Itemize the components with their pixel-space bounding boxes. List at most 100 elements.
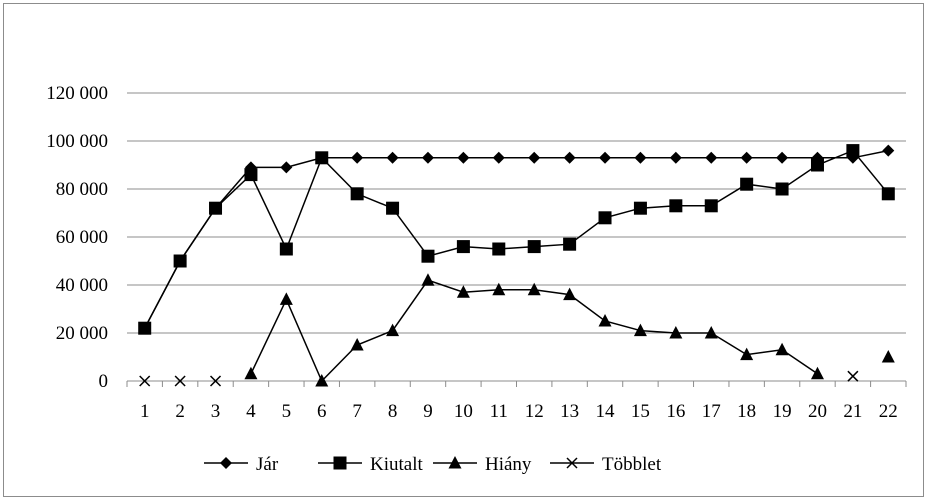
data-point-kiutalt — [669, 199, 683, 213]
y-tick-label: 0 — [99, 371, 109, 392]
data-point-jar — [492, 151, 505, 164]
data-point-kiutalt — [456, 240, 470, 254]
data-point-hiany — [279, 292, 293, 305]
data-point-kiutalt — [315, 151, 329, 165]
legend-marker-hiany — [448, 456, 462, 469]
x-axis-tick-labels: 1 2 3 4 5 6 7 8 9 10 11 12 13 14 15 16 17 18 19 20 21 22 — [140, 401, 898, 422]
y-tick-label: 100 000 — [46, 131, 108, 152]
data-point-hiany — [704, 326, 718, 339]
x-tick-label: 16 — [666, 401, 685, 422]
data-point-hiany — [669, 326, 683, 339]
data-point-hiany — [315, 374, 329, 387]
data-point-jar — [528, 151, 541, 164]
y-tick-label: 60 000 — [56, 227, 108, 248]
data-point-hiany — [563, 287, 577, 301]
data-point-jar — [457, 151, 470, 164]
data-point-jar — [421, 151, 434, 164]
x-tick-label: 12 — [525, 401, 544, 422]
x-tick-label: 9 — [423, 401, 433, 422]
data-point-kiutalt — [386, 201, 400, 215]
data-point-kiutalt — [598, 211, 612, 225]
x-tick-label: 7 — [352, 401, 362, 422]
data-point-jar — [669, 151, 682, 164]
data-point-kiutalt — [633, 201, 647, 215]
legend-label-jar: Jár — [256, 454, 279, 475]
data-point-hiany — [527, 282, 541, 296]
series-markers — [138, 144, 895, 387]
data-point-hiany — [881, 350, 895, 363]
legend: Jár Kiutalt Hiány Többlet — [204, 454, 662, 475]
data-point-jar — [599, 151, 612, 164]
legend-marker-kiutalt — [333, 456, 347, 470]
data-point-kiutalt — [173, 254, 187, 268]
x-tick-label: 14 — [596, 401, 616, 422]
data-point-tobblet — [174, 375, 186, 387]
data-point-kiutalt — [209, 201, 223, 215]
data-point-jar — [280, 161, 293, 174]
data-point-hiany — [775, 342, 789, 356]
y-axis-tick-labels: 0 20 000 40 000 60 000 80 000 100 000 120 000 — [46, 83, 108, 392]
series-lines — [144, 149, 889, 381]
x-tick-label: 11 — [490, 401, 508, 422]
data-point-hiany — [350, 338, 364, 351]
y-tick-label: 40 000 — [56, 275, 108, 296]
grid-lines — [127, 92, 906, 334]
data-point-jar — [740, 151, 753, 164]
data-point-kiutalt — [138, 321, 152, 335]
data-point-jar — [882, 144, 895, 157]
data-point-kiutalt — [846, 144, 860, 158]
x-tick-label: 6 — [317, 401, 327, 422]
data-point-kiutalt — [279, 242, 293, 256]
x-tick-label: 8 — [388, 401, 398, 422]
series-line-jar — [144, 149, 889, 329]
data-point-kiutalt — [492, 242, 506, 256]
y-tick-label: 20 000 — [56, 323, 108, 344]
legend-marker-tobblet — [566, 457, 578, 469]
y-tick-label: 80 000 — [56, 179, 108, 200]
x-tick-label: 17 — [702, 401, 721, 422]
x-tick-label: 1 — [140, 401, 150, 422]
x-tick-label: 13 — [560, 401, 579, 422]
legend-marker-jar — [220, 457, 232, 469]
data-point-hiany — [633, 323, 647, 337]
data-point-jar — [776, 151, 789, 164]
data-point-jar — [563, 151, 576, 164]
data-point-hiany — [598, 314, 612, 327]
data-point-hiany — [810, 366, 824, 380]
data-point-kiutalt — [563, 237, 577, 251]
legend-label-tobblet: Többlet — [602, 454, 662, 475]
data-point-kiutalt — [244, 168, 258, 182]
x-tick-label: 3 — [211, 401, 221, 422]
x-tick-label: 5 — [282, 401, 292, 422]
data-point-hiany — [421, 273, 435, 286]
data-point-jar — [386, 151, 399, 164]
data-point-kiutalt — [810, 158, 824, 172]
data-point-jar — [634, 151, 647, 164]
data-point-hiany — [740, 347, 754, 361]
data-point-tobblet — [209, 375, 222, 387]
data-point-kiutalt — [704, 199, 718, 213]
series-line-kiutalt — [144, 149, 889, 329]
x-axis — [126, 380, 907, 387]
data-point-kiutalt — [350, 187, 364, 201]
x-tick-label: 2 — [175, 401, 185, 422]
x-tick-label: 4 — [246, 401, 256, 422]
data-point-kiutalt — [881, 187, 895, 201]
data-point-hiany — [386, 323, 400, 337]
x-tick-label: 15 — [631, 401, 650, 422]
data-point-kiutalt — [775, 182, 789, 196]
x-tick-label: 10 — [454, 401, 473, 422]
x-tick-label: 20 — [808, 401, 827, 422]
data-point-kiutalt — [421, 249, 435, 263]
x-tick-label: 22 — [879, 401, 898, 422]
data-point-kiutalt — [527, 240, 541, 254]
x-tick-label: 21 — [843, 401, 862, 422]
x-tick-label: 18 — [737, 401, 756, 422]
data-point-hiany — [492, 282, 506, 296]
data-point-hiany — [244, 366, 258, 380]
data-point-jar — [705, 151, 718, 164]
data-point-jar — [351, 151, 364, 164]
x-tick-label: 19 — [773, 401, 792, 422]
legend-label-kiutalt: Kiutalt — [370, 454, 423, 475]
